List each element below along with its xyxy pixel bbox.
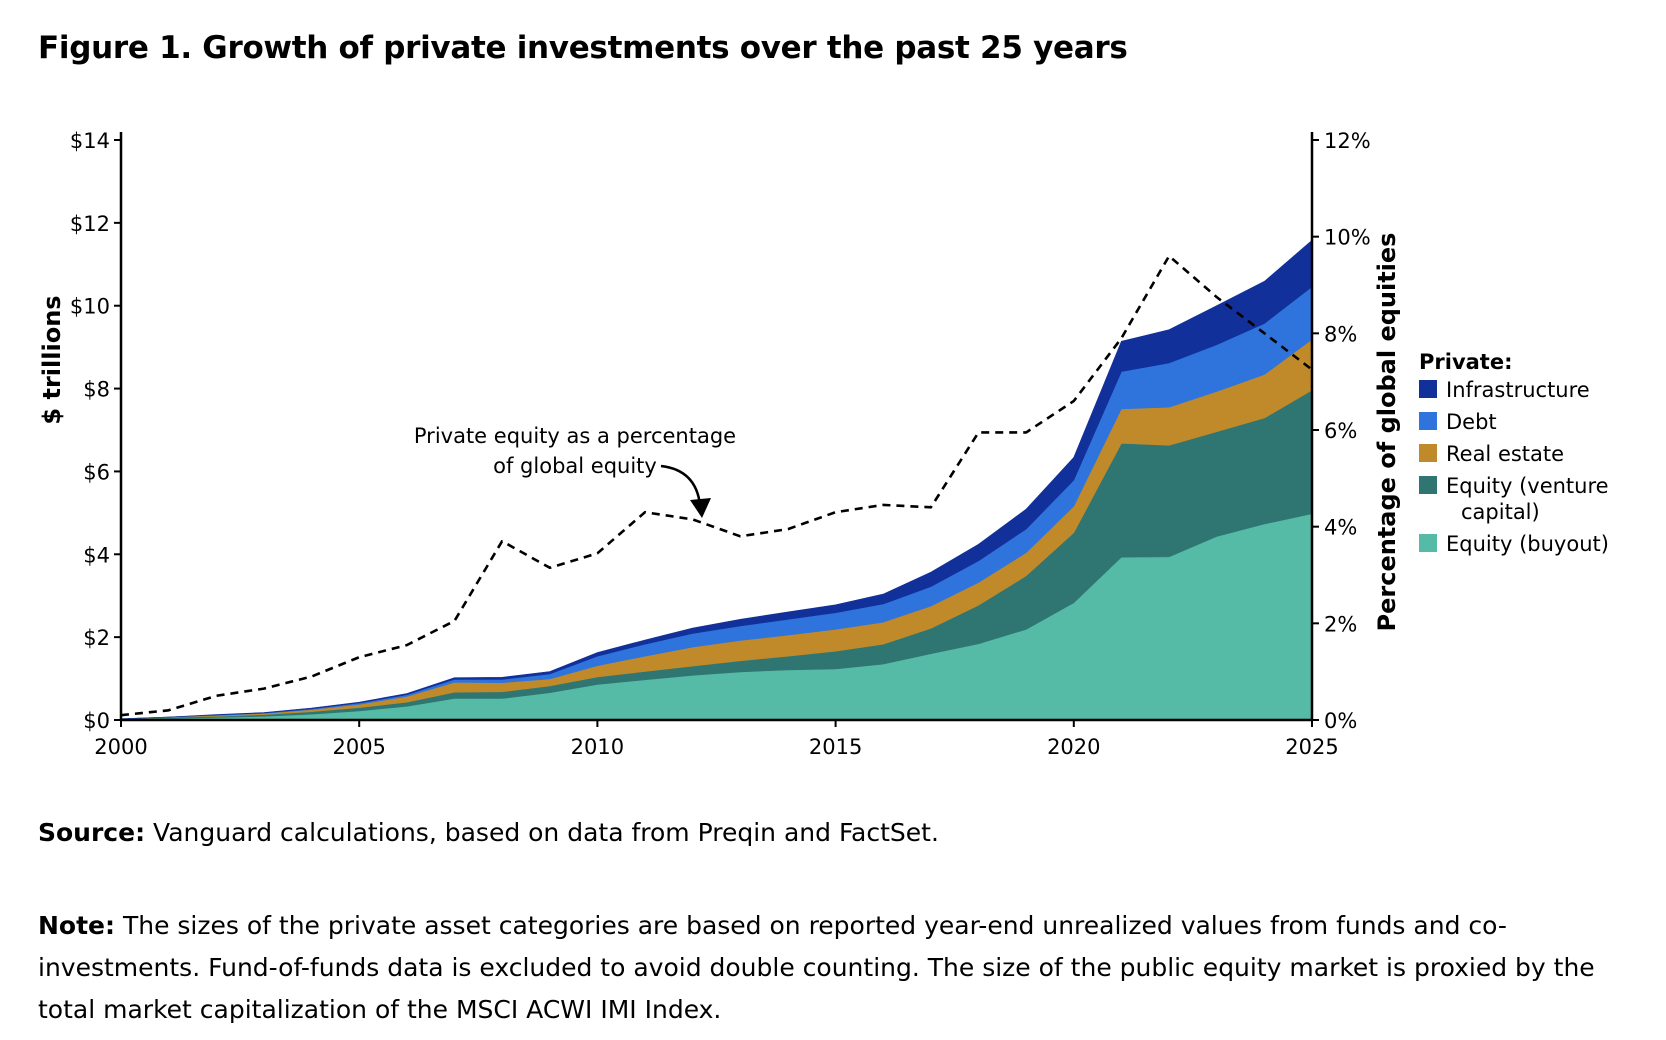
annotation-line-2: of global equity bbox=[493, 454, 657, 478]
source-text: Vanguard calculations, based on data fro… bbox=[145, 818, 939, 847]
footnote: Note: The sizes of the private asset cat… bbox=[38, 905, 1628, 1031]
stacked-areas bbox=[120, 239, 1313, 721]
y-tick-label: $2 bbox=[83, 626, 110, 650]
legend-label: Infrastructure bbox=[1446, 378, 1590, 402]
legend-title: Private: bbox=[1419, 350, 1513, 374]
annotation-arrow bbox=[660, 464, 702, 506]
legend: Private: Infrastructure Debt Real estate Eq… bbox=[1419, 350, 1609, 556]
note-text: The sizes of the private asset categorie… bbox=[38, 911, 1595, 1024]
percentage-line-path bbox=[120, 254, 1313, 717]
annotation-arrowhead bbox=[690, 498, 711, 518]
axes: $0 $2 $4 $6 $8 $10 $12 $14 0% 2% 4% 6% 8% 10% 12% 2000 2… bbox=[70, 129, 1371, 759]
figure-title: Figure 1. Growth of private investments … bbox=[38, 30, 1128, 66]
y-tick-label: $8 bbox=[83, 378, 110, 402]
source-label: Source: bbox=[38, 818, 146, 847]
y-tick-label: $10 bbox=[70, 295, 110, 319]
source-note: Source: Vanguard calculations, based on … bbox=[38, 818, 939, 847]
y-tick-label: $4 bbox=[83, 543, 110, 567]
y-tick-label: $14 bbox=[70, 129, 110, 153]
legend-swatch bbox=[1419, 412, 1437, 430]
legend-swatch bbox=[1419, 444, 1437, 462]
legend-label: Real estate bbox=[1446, 442, 1564, 466]
y-tick-label: $6 bbox=[83, 460, 110, 484]
legend-label: Debt bbox=[1446, 410, 1497, 434]
x-tick-label: 2010 bbox=[571, 735, 624, 759]
chart: $0 $2 $4 $6 $8 $10 $12 $14 0% 2% 4% 6% 8% 10% 12% 2000 2… bbox=[38, 129, 1609, 759]
legend-label: capital) bbox=[1461, 500, 1540, 524]
y2-tick-label: 8% bbox=[1324, 322, 1357, 346]
y2-tick-label: 10% bbox=[1324, 226, 1371, 250]
y2-axis-title: Percentage of global equities bbox=[1373, 233, 1401, 632]
x-tick-label: 2005 bbox=[332, 735, 385, 759]
legend-swatch bbox=[1419, 476, 1437, 494]
annotation-line-1: Private equity as a percentage bbox=[414, 424, 736, 448]
legend-label: Equity (buyout) bbox=[1446, 532, 1609, 556]
y2-tick-label: 2% bbox=[1324, 612, 1357, 636]
y2-tick-label: 4% bbox=[1324, 516, 1357, 540]
x-tick-label: 2020 bbox=[1047, 735, 1100, 759]
y2-tick-label: 12% bbox=[1324, 129, 1371, 153]
percentage-line bbox=[120, 254, 1313, 717]
x-tick-label: 2025 bbox=[1285, 735, 1338, 759]
x-tick-label: 2000 bbox=[94, 735, 147, 759]
note-label: Note: bbox=[38, 911, 116, 940]
y-axis-title: $ trillions bbox=[38, 295, 66, 424]
y-tick-label: $12 bbox=[70, 212, 110, 236]
legend-label: Equity (venture bbox=[1446, 474, 1609, 498]
x-tick-label: 2015 bbox=[809, 735, 862, 759]
y-tick-label: $0 bbox=[83, 709, 110, 733]
y2-tick-label: 0% bbox=[1324, 709, 1357, 733]
y2-tick-label: 6% bbox=[1324, 419, 1357, 443]
legend-swatch bbox=[1419, 534, 1437, 552]
legend-swatch bbox=[1419, 380, 1437, 398]
